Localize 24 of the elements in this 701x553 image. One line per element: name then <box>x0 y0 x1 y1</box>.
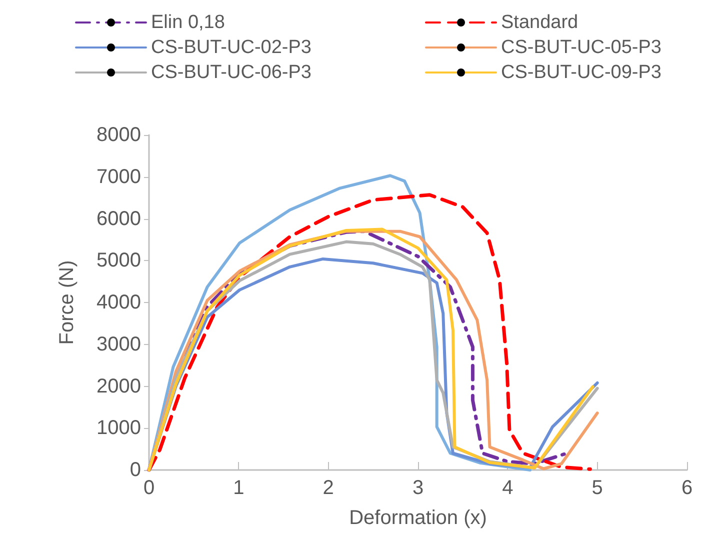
y-tick-label: 0 <box>130 459 141 481</box>
legend-label: CS-BUT-UC-09-P3 <box>501 62 662 83</box>
legend-label: Standard <box>501 12 578 33</box>
y-tick-label: 8000 <box>96 124 141 146</box>
legend-label: CS-BUT-UC-02-P3 <box>151 37 312 58</box>
legend-label: Elin 0,18 <box>151 12 225 33</box>
x-tick-label: 2 <box>322 477 334 499</box>
x-tick-label: 0 <box>143 477 155 499</box>
y-tick-label: 2000 <box>96 375 141 398</box>
y-tick-label: 1000 <box>96 417 141 440</box>
legend-label: CS-BUT-UC-06-P3 <box>151 62 312 83</box>
x-axis-title: Deformation (x) <box>349 507 487 529</box>
x-tick-label: 1 <box>233 477 244 499</box>
x-tick-label: 6 <box>681 477 693 499</box>
y-tick-label: 3000 <box>96 333 141 356</box>
y-tick-label: 7000 <box>96 166 141 188</box>
y-axis-title: Force (N) <box>56 260 78 345</box>
x-tick-label: 5 <box>592 477 603 499</box>
y-tick-label: 6000 <box>96 208 141 230</box>
y-tick-label: 5000 <box>96 250 141 272</box>
legend-label: CS-BUT-UC-05-P3 <box>501 37 662 58</box>
y-tick-label: 4000 <box>96 292 141 314</box>
x-tick-label: 4 <box>502 477 514 499</box>
x-tick-label: 3 <box>412 477 424 499</box>
